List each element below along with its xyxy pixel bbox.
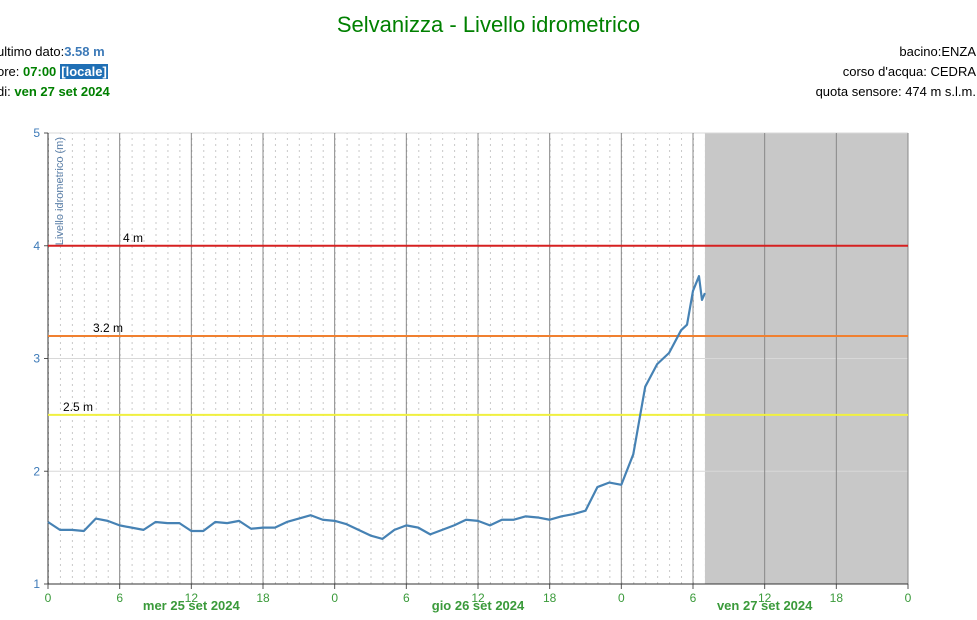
info-text: quota sensore: 474 m s.l.m. bbox=[815, 84, 976, 99]
y-tick-label: 1 bbox=[33, 577, 40, 591]
info-text: corso d'acqua: CEDRA bbox=[842, 64, 976, 79]
info-value: 07:00 bbox=[23, 64, 57, 79]
x-tick-label: 6 bbox=[116, 591, 123, 605]
info-label: ore: bbox=[0, 64, 20, 79]
threshold-label: 4 m bbox=[123, 231, 143, 245]
info-left: ultimo dato:3.58 m ore: 07:00 [locale] di… bbox=[0, 42, 110, 102]
day-label: mer 25 set 2024 bbox=[143, 598, 241, 613]
x-tick-label: 0 bbox=[618, 591, 625, 605]
x-tick-label: 6 bbox=[403, 591, 410, 605]
day-label: ven 27 set 2024 bbox=[717, 598, 813, 613]
day-label: gio 26 set 2024 bbox=[432, 598, 525, 613]
x-tick-label: 0 bbox=[45, 591, 52, 605]
threshold-label: 3.2 m bbox=[93, 321, 123, 335]
info-value: ven 27 set 2024 bbox=[14, 84, 110, 99]
x-tick-label: 0 bbox=[331, 591, 338, 605]
y-tick-label: 5 bbox=[33, 126, 40, 140]
info-text: bacino:ENZA bbox=[899, 44, 976, 59]
threshold-label: 2.5 m bbox=[63, 400, 93, 414]
y-axis-label: Livello idrometrico (m) bbox=[54, 137, 66, 245]
x-tick-label: 18 bbox=[256, 591, 270, 605]
info-label: ultimo dato: bbox=[0, 44, 65, 59]
info-tag: [locale] bbox=[60, 64, 108, 79]
x-tick-label: 12 bbox=[758, 591, 772, 605]
info-label: di: bbox=[0, 84, 11, 99]
x-tick-label: 12 bbox=[471, 591, 485, 605]
x-tick-label: 18 bbox=[830, 591, 844, 605]
x-tick-label: 12 bbox=[185, 591, 199, 605]
info-value: 3.58 m bbox=[64, 44, 105, 59]
x-tick-label: 0 bbox=[905, 591, 912, 605]
y-tick-label: 3 bbox=[33, 352, 40, 366]
info-right: bacino:ENZA corso d'acqua: CEDRA quota s… bbox=[816, 42, 976, 102]
data-line bbox=[47, 275, 706, 540]
x-tick-label: 18 bbox=[543, 591, 557, 605]
chart-title: Selvanizza - Livello idrometrico bbox=[336, 12, 641, 37]
y-tick-label: 4 bbox=[33, 239, 40, 253]
x-tick-label: 6 bbox=[690, 591, 697, 605]
y-tick-label: 2 bbox=[33, 464, 40, 478]
